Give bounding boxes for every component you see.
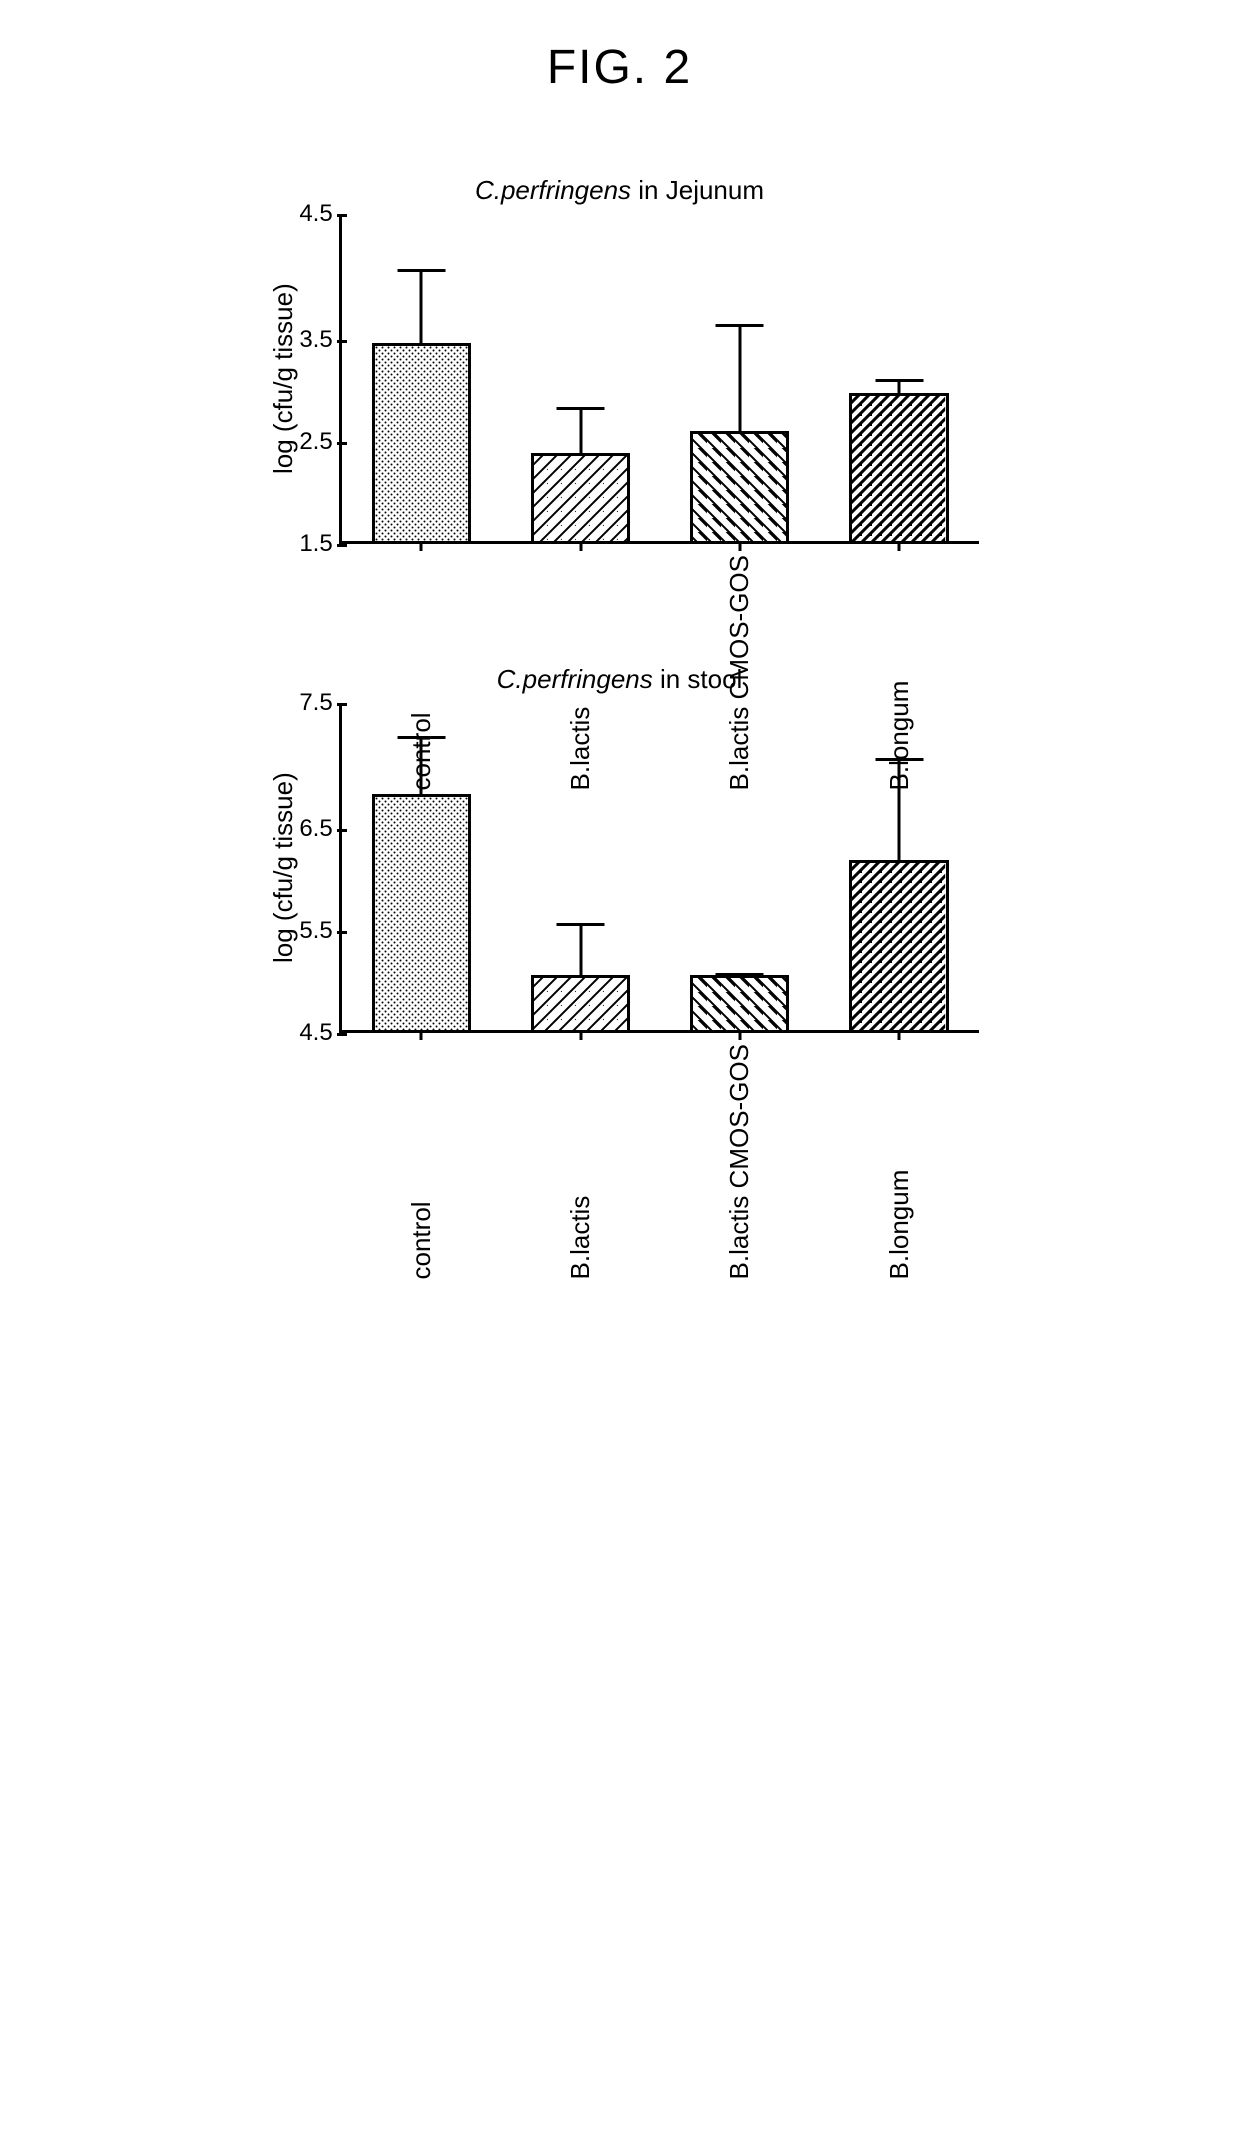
bars bbox=[342, 214, 979, 541]
x-axis: control B.lactis B.lactis CMOS-GOS B.longum bbox=[342, 1030, 979, 1279]
error-bar bbox=[579, 923, 582, 978]
chart-title-species: C.perfringens bbox=[475, 175, 631, 205]
x-tick-label: B.longum bbox=[884, 1044, 915, 1279]
bar bbox=[372, 794, 471, 1031]
error-cap bbox=[716, 324, 764, 327]
plot-wrap: log (cfu/g tissue)4.53.52.51.5controlB.l… bbox=[260, 214, 978, 544]
bar bbox=[531, 453, 630, 541]
x-tick-label: B.lactis CMOS-GOS bbox=[724, 1044, 755, 1279]
error-cap bbox=[557, 923, 605, 926]
error-bar bbox=[420, 269, 423, 346]
y-tick: 4.5 bbox=[299, 202, 332, 226]
bars bbox=[342, 703, 979, 1030]
y-axis: 7.56.55.54.5 bbox=[299, 703, 338, 1033]
bar bbox=[849, 860, 948, 1031]
error-bar bbox=[898, 758, 901, 863]
error-cap bbox=[397, 269, 445, 272]
bar-slot bbox=[819, 214, 978, 541]
plot-area: controlB.lactisB.lactis CMOS-GOSB.longum bbox=[339, 703, 979, 1033]
error-bar bbox=[898, 379, 901, 396]
chart: C.perfringens in stool log (cfu/g tissue)… bbox=[260, 664, 978, 1033]
y-axis: 4.53.52.51.5 bbox=[299, 214, 338, 544]
bar bbox=[372, 343, 471, 541]
y-tick: 7.5 bbox=[299, 691, 332, 715]
error-cap bbox=[875, 758, 923, 761]
error-bar bbox=[420, 736, 423, 797]
figure-label: FIG. 2 bbox=[547, 40, 692, 95]
error-cap bbox=[716, 973, 764, 976]
bar bbox=[690, 431, 789, 541]
bar bbox=[531, 975, 630, 1030]
error-cap bbox=[397, 736, 445, 739]
y-tick: 1.5 bbox=[299, 532, 332, 556]
bar bbox=[690, 975, 789, 1030]
y-axis-label: log (cfu/g tissue) bbox=[260, 703, 299, 1033]
plot-area: controlB.lactisB.lactis CMOS-GOSB.longum bbox=[339, 214, 979, 544]
error-cap bbox=[875, 379, 923, 382]
chart-title: C.perfringens in Jejunum bbox=[260, 175, 978, 206]
y-tick: 2.5 bbox=[299, 430, 332, 454]
x-tick: control bbox=[342, 1030, 501, 1279]
bar-slot bbox=[342, 214, 501, 541]
bar-slot bbox=[501, 214, 660, 541]
bar-slot bbox=[501, 703, 660, 1030]
chart-title-species: C.perfringens bbox=[497, 664, 653, 694]
charts-container: C.perfringens in Jejunum log (cfu/g tissu… bbox=[260, 175, 978, 1153]
error-bar bbox=[738, 324, 741, 434]
chart-title-rest: in Jejunum bbox=[631, 175, 764, 205]
error-cap bbox=[557, 407, 605, 410]
bar-slot bbox=[819, 703, 978, 1030]
x-tick-label: B.lactis bbox=[565, 1044, 596, 1279]
y-tick: 4.5 bbox=[299, 1021, 332, 1045]
bar-slot bbox=[660, 703, 819, 1030]
bar-slot bbox=[660, 214, 819, 541]
y-tick: 6.5 bbox=[299, 817, 332, 841]
x-tick: B.lactis CMOS-GOS bbox=[660, 1030, 819, 1279]
x-tick: B.lactis bbox=[501, 1030, 660, 1279]
chart-title-rest: in stool bbox=[653, 664, 743, 694]
x-tick: B.longum bbox=[819, 1030, 978, 1279]
bar-slot bbox=[342, 703, 501, 1030]
error-bar bbox=[579, 407, 582, 457]
x-tick-label: control bbox=[406, 1044, 437, 1279]
y-axis-label: log (cfu/g tissue) bbox=[260, 214, 299, 544]
chart-title: C.perfringens in stool bbox=[260, 664, 978, 695]
y-tick: 5.5 bbox=[299, 919, 332, 943]
plot-wrap: log (cfu/g tissue)7.56.55.54.5controlB.l… bbox=[260, 703, 978, 1033]
chart: C.perfringens in Jejunum log (cfu/g tissu… bbox=[260, 175, 978, 544]
bar bbox=[849, 393, 948, 542]
y-tick: 3.5 bbox=[299, 328, 332, 352]
error-bar bbox=[738, 973, 741, 979]
